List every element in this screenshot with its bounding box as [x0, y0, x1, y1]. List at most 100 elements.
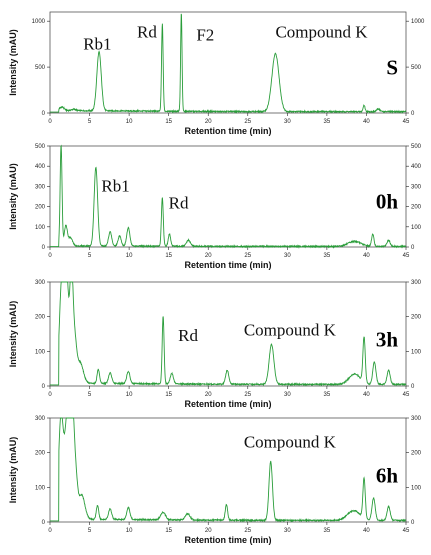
x-tick-label: 25 [244, 528, 251, 534]
x-tick-label: 5 [88, 119, 92, 125]
peak-label: Compound K [275, 23, 368, 42]
y-tick-label-left: 200 [35, 315, 46, 321]
x-tick-label: 10 [126, 253, 133, 259]
sample-label: 6h [376, 463, 399, 487]
y-tick-label-left: 0 [42, 384, 46, 390]
x-tick-label: 35 [324, 253, 331, 259]
y-tick-label-right: 1000 [411, 19, 425, 25]
y-tick-label-left: 200 [35, 205, 46, 211]
x-tick-label: 45 [403, 528, 410, 534]
x-tick-label: 0 [48, 392, 52, 398]
peak-label: Compound K [244, 321, 337, 340]
x-tick-label: 5 [88, 392, 92, 398]
y-tick-label-right: 300 [411, 184, 422, 190]
y-tick-label-left: 0 [42, 520, 46, 526]
chromatogram-trace [50, 417, 407, 523]
y-tick-label-right: 500 [411, 65, 422, 71]
chromatogram-trace [50, 144, 407, 249]
peak-label: Rd [169, 194, 189, 213]
x-tick-label: 20 [205, 528, 212, 534]
y-tick-label-right: 0 [411, 245, 415, 251]
x-tick-label: 20 [205, 119, 212, 125]
x-tick-label: 0 [48, 253, 52, 259]
y-tick-label-right: 100 [411, 225, 422, 231]
x-tick-label: 45 [403, 119, 410, 125]
x-tick-label: 10 [126, 119, 133, 125]
y-tick-label-left: 1000 [32, 19, 46, 25]
y-tick-label-left: 0 [42, 245, 46, 251]
plot-frame [49, 281, 407, 387]
y-tick-label-left: 100 [35, 349, 46, 355]
y-tick-label-left: 500 [35, 144, 46, 150]
y-tick-label-right: 200 [411, 315, 422, 321]
y-tick-label-right: 0 [411, 520, 415, 526]
peak-label: F2 [196, 25, 214, 44]
x-tick-label: 0 [48, 119, 52, 125]
x-tick-label: 30 [284, 528, 291, 534]
x-tick-label: 15 [165, 528, 172, 534]
y-tick-label-left: 100 [35, 485, 46, 491]
x-tick-label: 40 [363, 392, 370, 398]
x-tick-label: 35 [324, 392, 331, 398]
x-axis-title: Retention time (min) [185, 260, 272, 270]
y-tick-label-left: 300 [35, 416, 46, 422]
x-tick-label: 45 [403, 392, 410, 398]
x-tick-label: 20 [205, 253, 212, 259]
x-tick-label: 15 [165, 119, 172, 125]
y-tick-label-left: 200 [35, 451, 46, 457]
y-tick-label-left: 100 [35, 225, 46, 231]
y-tick-label-left: 0 [42, 111, 46, 117]
x-axis-title: Retention time (min) [185, 399, 272, 409]
plot-frame [49, 11, 407, 114]
sample-label: S [386, 56, 398, 80]
sample-label: 3h [376, 327, 399, 351]
y-tick-label-right: 200 [411, 451, 422, 457]
y-axis-title: Intensity (mAU) [8, 301, 18, 368]
x-tick-label: 30 [284, 253, 291, 259]
x-tick-label: 20 [205, 392, 212, 398]
x-tick-label: 10 [126, 392, 133, 398]
plot-frame [49, 417, 407, 523]
y-tick-label-right: 100 [411, 485, 422, 491]
x-tick-label: 15 [165, 392, 172, 398]
y-tick-label-right: 0 [411, 384, 415, 390]
x-tick-label: 5 [88, 528, 92, 534]
x-tick-label: 15 [165, 253, 172, 259]
peak-label: Rb1 [101, 176, 129, 195]
y-tick-label-left: 500 [35, 65, 46, 71]
x-tick-label: 25 [244, 119, 251, 125]
x-tick-label: 40 [363, 528, 370, 534]
y-axis-title: Intensity (mAU) [8, 29, 18, 96]
peak-label: Rd [178, 326, 198, 345]
y-axis-title: Intensity (mAU) [8, 163, 18, 230]
y-tick-label-right: 300 [411, 416, 422, 422]
x-tick-label: 25 [244, 392, 251, 398]
y-tick-label-left: 400 [35, 164, 46, 170]
x-tick-label: 40 [363, 253, 370, 259]
x-tick-label: 40 [363, 119, 370, 125]
x-tick-label: 0 [48, 528, 52, 534]
plot-frame [49, 145, 407, 248]
peak-label: Compound K [244, 432, 337, 451]
x-tick-label: 5 [88, 253, 92, 259]
y-tick-label-left: 300 [35, 184, 46, 190]
x-tick-label: 45 [403, 253, 410, 259]
chromatogram-trace [50, 13, 407, 114]
y-tick-label-right: 300 [411, 280, 422, 286]
peak-label: Rb1 [83, 35, 111, 54]
x-tick-label: 35 [324, 119, 331, 125]
y-tick-label-right: 400 [411, 164, 422, 170]
peak-label: Rd [137, 23, 157, 42]
y-tick-label-right: 500 [411, 144, 422, 150]
x-tick-label: 10 [126, 528, 133, 534]
x-tick-label: 30 [284, 119, 291, 125]
y-tick-label-right: 0 [411, 111, 415, 117]
x-axis-title: Retention time (min) [185, 535, 272, 545]
x-axis-title: Retention time (min) [185, 126, 272, 136]
y-tick-label-right: 200 [411, 205, 422, 211]
